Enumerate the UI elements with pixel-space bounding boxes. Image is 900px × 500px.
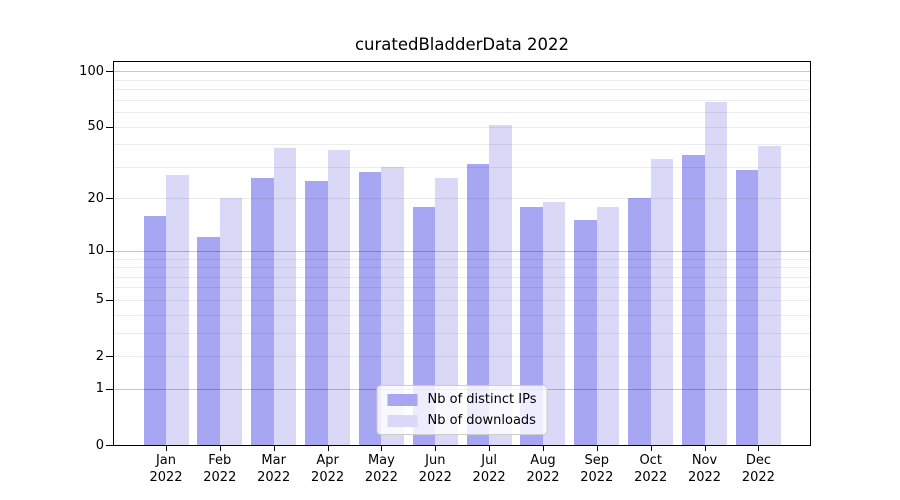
plot-inner [114,62,810,445]
bar-distinct-ips-sep [574,220,597,445]
bar-downloads-sep [596,206,620,445]
bar-downloads-jun [435,178,458,445]
legend: Nb of distinct IPs Nb of downloads [376,385,548,435]
x-tick-label-oct: Oct 2022 [634,453,668,485]
legend-label-downloads: Nb of downloads [427,413,536,428]
x-tick-jun [435,446,437,451]
x-tick-nov [704,446,706,451]
gridline-20 [114,198,810,200]
x-tick-mar [273,446,275,451]
gridline-5 [114,299,810,301]
y-tick-0 [106,445,113,446]
bar-downloads-aug [542,202,566,445]
y-tick-label-20: 20 [87,191,104,206]
x-tick-feb [219,446,221,451]
legend-swatch-distinct-ips [387,393,418,406]
y-tick-label-10: 10 [87,243,104,258]
gridline-8 [114,267,810,268]
x-tick-label-jun: Jun 2022 [418,453,452,485]
x-tick-label-feb: Feb 2022 [203,453,237,485]
bar-downloads-may [381,166,404,445]
bar-distinct-ips-jul [466,164,490,445]
plot-area: Nb of distinct IPs Nb of downloads [113,61,811,446]
bar-distinct-ips-dec [735,169,759,445]
y-tick-label-1: 1 [95,381,104,396]
bar-downloads-jul [489,125,512,445]
legend-item-distinct-ips: Nb of distinct IPs [387,392,537,407]
x-tick-label-jul: Jul 2022 [472,453,506,485]
x-tick-label-aug: Aug 2022 [526,453,560,485]
gridline-40 [114,144,810,146]
y-tick-100 [106,71,113,72]
gridline-60 [114,112,810,113]
x-tick-may [381,446,383,451]
gridline-10 [114,250,810,252]
bar-distinct-ips-may [358,172,382,445]
legend-label-distinct-ips: Nb of distinct IPs [427,392,537,407]
bar-distinct-ips-nov [682,154,705,445]
y-tick-label-100: 100 [79,64,104,79]
gridline-90 [114,79,810,81]
x-tick-label-may: May 2022 [364,453,398,485]
x-tick-apr [327,446,329,451]
gridline-6 [114,287,810,289]
bar-distinct-ips-oct [628,198,651,445]
gridline-4 [114,314,810,316]
x-tick-label-sep: Sep 2022 [580,453,614,485]
bar-downloads-jan [166,175,189,445]
y-tick-label-2: 2 [95,349,104,364]
bar-distinct-ips-feb [197,237,220,445]
y-tick-10 [106,251,113,252]
bar-downloads-feb [219,198,243,445]
x-tick-dec [758,446,760,451]
gridline-7 [114,276,810,278]
bar-downloads-oct [650,159,674,445]
y-tick-20 [106,198,113,199]
gridline-2 [114,356,810,357]
bar-downloads-dec [758,146,781,445]
gridline-50 [114,126,810,128]
x-tick-label-jan: Jan 2022 [149,453,183,485]
bar-distinct-ips-apr [305,181,328,445]
bar-downloads-apr [327,150,351,445]
y-tick-5 [106,300,113,301]
y-tick-2 [106,356,113,357]
bar-downloads-mar [273,148,297,445]
x-tick-label-dec: Dec 2022 [741,453,775,485]
gridline-9 [114,258,810,260]
gridline-30 [114,166,810,168]
x-tick-label-nov: Nov 2022 [687,453,722,485]
legend-item-downloads: Nb of downloads [387,413,537,428]
x-tick-sep [596,446,598,451]
gridline-3 [114,332,810,334]
x-tick-aug [543,446,544,451]
x-tick-oct [650,446,652,451]
gridline-70 [114,99,810,101]
y-tick-1 [106,389,113,390]
chart-title: curatedBladderData 2022 [354,35,570,54]
gridline-100 [114,71,810,73]
bar-downloads-nov [704,102,727,445]
x-tick-jan [166,446,167,451]
y-tick-label-5: 5 [95,292,104,307]
gridline-80 [114,89,810,91]
y-tick-label-50: 50 [87,119,104,134]
x-tick-jul [489,446,491,451]
legend-swatch-downloads [387,414,418,427]
y-tick-50 [106,127,113,128]
y-tick-label-0: 0 [95,438,104,453]
bar-distinct-ips-jan [143,215,166,445]
x-tick-label-mar: Mar 2022 [257,453,291,485]
bar-distinct-ips-mar [251,178,274,445]
x-tick-label-apr: Apr 2022 [311,453,345,485]
